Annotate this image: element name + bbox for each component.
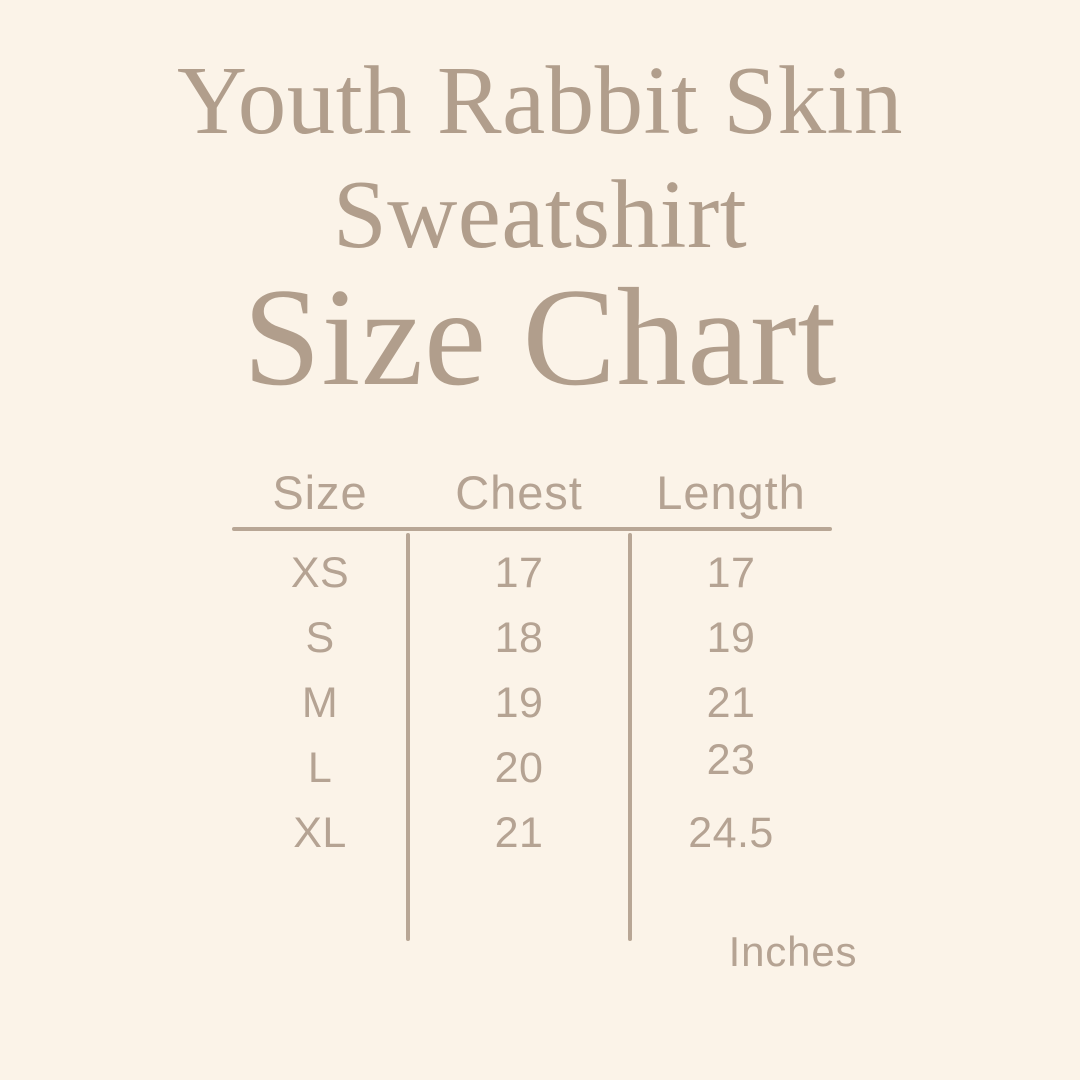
column-header-length: Length	[656, 466, 806, 519]
table-row-l: L 20 23	[232, 736, 832, 801]
length-value: 23	[706, 736, 756, 784]
size-value: L	[307, 744, 333, 792]
column-header-size: Size	[272, 466, 368, 519]
units-label: Inches	[728, 928, 858, 975]
product-title-line-2: Sweatshirt	[332, 161, 748, 268]
column-header-chest: Chest	[455, 466, 583, 519]
chest-value: 21	[494, 809, 544, 857]
chest-value: 20	[494, 744, 544, 792]
table-header-divider	[232, 527, 832, 531]
size-value: S	[305, 614, 335, 662]
size-chart-heading: Size Chart	[242, 260, 838, 415]
product-title-line-1: Youth Rabbit Skin	[176, 47, 904, 154]
size-value: XL	[293, 809, 347, 857]
length-value: 24.5	[688, 809, 774, 857]
chest-value: 19	[494, 679, 544, 727]
table-column-divider-1	[406, 533, 410, 941]
size-value: XS	[290, 549, 350, 597]
chest-value: 18	[494, 614, 544, 662]
length-value: 19	[706, 614, 756, 662]
table-column-divider-2	[628, 533, 632, 941]
table-row-m: M 19 21	[232, 671, 832, 736]
length-value: 21	[706, 679, 756, 727]
size-table-body: XS 17 17 S 18 19 M 19 21 L 20 23 XL 21 2…	[232, 541, 832, 866]
length-value: 17	[706, 549, 756, 597]
size-table-header-row: Size Chest Length	[232, 464, 832, 522]
chest-value: 17	[494, 549, 544, 597]
table-row-s: S 18 19	[232, 606, 832, 671]
table-row-xl: XL 21 24.5	[232, 801, 832, 866]
size-value: M	[301, 679, 339, 727]
table-row-xs: XS 17 17	[232, 541, 832, 606]
